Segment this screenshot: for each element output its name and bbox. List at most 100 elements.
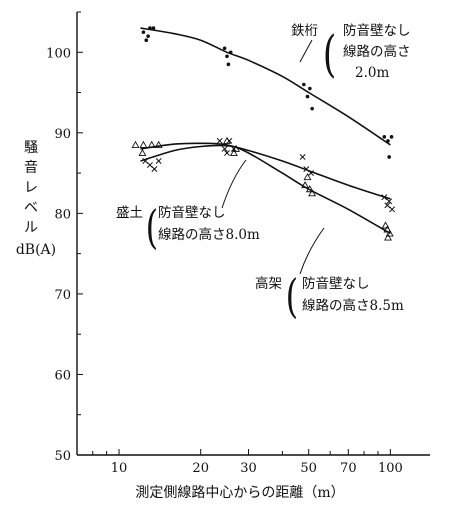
point-embankment-stroke bbox=[146, 162, 153, 168]
point-steel-girder bbox=[387, 155, 391, 159]
annotation-steel-girder-line2: 線路の高さ bbox=[343, 43, 411, 60]
point-embankment-stroke bbox=[151, 166, 158, 173]
point-steel-girder bbox=[386, 139, 390, 143]
point-steel-girder bbox=[225, 54, 229, 59]
point-embankment-stroke bbox=[221, 145, 228, 152]
point-embankment-stroke bbox=[224, 150, 230, 156]
annotation-steel-girder-name: 鉄桁 bbox=[291, 23, 318, 39]
x-tick-label: 50 bbox=[300, 461, 317, 476]
point-embankment-stroke bbox=[384, 202, 391, 209]
y-tick-label: 60 bbox=[54, 368, 71, 383]
x-tick-label: 70 bbox=[340, 461, 357, 476]
annotation-viaduct-line2: 線路の高さ8.5m bbox=[302, 297, 404, 314]
point-embankment bbox=[308, 170, 314, 177]
point-steel-girder bbox=[305, 94, 310, 99]
point-embankment-stroke bbox=[308, 170, 314, 177]
point-embankment bbox=[381, 194, 388, 201]
point-embankment bbox=[151, 166, 158, 173]
point-embankment bbox=[389, 206, 396, 213]
point-viaduct bbox=[308, 189, 317, 197]
point-steel-girder bbox=[308, 86, 312, 91]
point-steel-girder bbox=[310, 106, 314, 111]
point-embankment bbox=[384, 202, 391, 209]
annotation-viaduct-paren: ( bbox=[286, 270, 299, 323]
point-embankment bbox=[386, 198, 393, 205]
annotation-embankment: 盛土 ( 防音壁なし 線路の高さ8.0m bbox=[116, 159, 260, 255]
annotation-embankment-paren: ( bbox=[146, 201, 159, 254]
annotation-steel-girder-paren: ( bbox=[323, 26, 337, 84]
point-embankment-stroke bbox=[389, 206, 396, 213]
point-steel-girder bbox=[228, 50, 233, 55]
data-points bbox=[131, 26, 396, 241]
annotation-embankment-pointer bbox=[221, 159, 247, 209]
annotation-embankment-name: 盛土 bbox=[116, 205, 143, 221]
y-tick-label: 90 bbox=[54, 127, 71, 142]
point-steel-girder bbox=[226, 62, 231, 67]
point-steel-girder bbox=[148, 26, 152, 30]
y-tick-label: 100 bbox=[46, 46, 71, 61]
fit-curves bbox=[140, 27, 391, 235]
curve-embankment bbox=[140, 144, 391, 200]
annotation-viaduct-pointer bbox=[299, 227, 325, 275]
y-label-char-4: ベ bbox=[24, 200, 38, 216]
point-viaduct bbox=[384, 233, 392, 241]
point-viaduct bbox=[301, 181, 310, 189]
point-embankment-stroke bbox=[386, 198, 393, 205]
point-embankment bbox=[303, 166, 310, 173]
point-viaduct bbox=[383, 225, 392, 233]
point-viaduct bbox=[131, 140, 140, 148]
y-label-char-1: 騒 bbox=[24, 140, 38, 156]
curve-viaduct bbox=[140, 142, 391, 235]
y-tick-label: 70 bbox=[54, 288, 71, 303]
annotation-viaduct: 高架 ( 防音壁なし 線路の高さ8.5m bbox=[255, 227, 404, 324]
x-tick-label: 30 bbox=[240, 461, 257, 476]
point-viaduct bbox=[232, 144, 241, 152]
point-embankment-stroke bbox=[155, 158, 162, 164]
point-viaduct bbox=[138, 148, 147, 156]
annotation-steel-girder-line3: 2.0m bbox=[355, 65, 389, 81]
annotation-embankment-line1: 防音壁なし bbox=[158, 204, 226, 221]
y-label-char-3: レ bbox=[24, 180, 38, 196]
point-viaduct bbox=[381, 221, 390, 229]
point-embankment bbox=[299, 154, 306, 160]
point-viaduct bbox=[139, 140, 148, 148]
annotation-embankment-line2: 線路の高さ8.0m bbox=[158, 226, 260, 243]
x-axis-label: 測定側線路中心からの距離（m） bbox=[135, 484, 344, 501]
point-steel-girder bbox=[302, 82, 306, 87]
point-embankment bbox=[221, 145, 228, 152]
point-viaduct bbox=[303, 172, 312, 181]
point-steel-girder bbox=[389, 135, 394, 139]
point-steel-girder bbox=[222, 46, 227, 51]
point-embankment-stroke bbox=[299, 154, 306, 160]
axes: 50 60 70 80 90 100 10 20 30 50 70 100 bbox=[46, 11, 430, 476]
y-tick-label: 80 bbox=[54, 207, 71, 222]
y-label-char-2: 音 bbox=[24, 159, 38, 176]
annotation-steel-girder: 鉄桁 ( 防音壁なし 線路の高さ 2.0m bbox=[291, 22, 411, 84]
x-tick-label: 20 bbox=[192, 461, 209, 476]
point-viaduct bbox=[385, 229, 394, 237]
point-embankment bbox=[216, 137, 223, 144]
point-viaduct bbox=[223, 136, 231, 144]
point-embankment-stroke bbox=[226, 137, 233, 144]
point-viaduct bbox=[305, 185, 314, 193]
point-steel-girder bbox=[151, 26, 156, 30]
point-embankment-stroke bbox=[381, 194, 388, 201]
point-steel-girder bbox=[141, 30, 146, 34]
point-viaduct bbox=[229, 148, 238, 156]
point-embankment bbox=[224, 150, 230, 156]
point-steel-girder bbox=[144, 38, 149, 42]
annotation-viaduct-name: 高架 bbox=[255, 275, 282, 292]
annotation-steel-girder-pointer bbox=[299, 39, 313, 63]
point-steel-girder bbox=[146, 34, 150, 38]
y-tick-label: 50 bbox=[54, 449, 71, 464]
y-label-char-5: ル bbox=[24, 220, 38, 236]
x-tick-label: 100 bbox=[378, 461, 403, 476]
point-embankment-stroke bbox=[216, 137, 223, 144]
point-viaduct bbox=[154, 140, 163, 148]
y-axis-label: 騒 音 レ ベ ル dB(A) bbox=[16, 140, 56, 258]
y-label-unit: dB(A) bbox=[16, 242, 56, 258]
point-viaduct bbox=[147, 140, 156, 148]
x-tick-label: 10 bbox=[111, 461, 128, 476]
point-embankment bbox=[155, 158, 162, 164]
